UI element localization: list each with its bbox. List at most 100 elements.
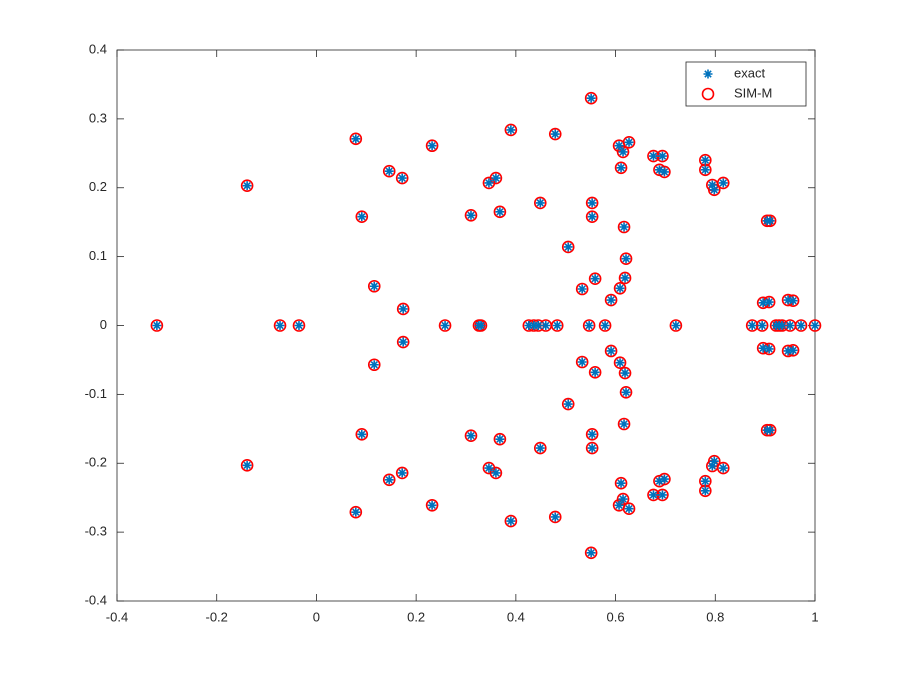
point <box>585 210 599 223</box>
point <box>618 147 628 157</box>
point <box>466 431 476 441</box>
asterisk-stroke <box>384 475 394 485</box>
asterisk-stroke <box>618 494 628 504</box>
point <box>648 151 658 161</box>
point <box>614 476 628 490</box>
point <box>598 319 612 332</box>
point <box>466 210 476 220</box>
asterisk-stroke <box>427 141 437 151</box>
y-tick-label: 0 <box>100 317 107 332</box>
asterisk-stroke <box>397 173 407 183</box>
point <box>548 127 562 141</box>
point <box>587 443 597 453</box>
asterisk-stroke <box>709 456 719 466</box>
asterisk-stroke <box>700 486 710 496</box>
point <box>427 141 437 151</box>
y-tick-label: -0.4 <box>85 592 107 607</box>
point <box>395 466 409 480</box>
point <box>275 321 285 330</box>
point <box>718 463 728 473</box>
asterisk-stroke <box>351 507 361 517</box>
point <box>585 441 599 455</box>
point <box>716 176 730 190</box>
point <box>396 335 410 349</box>
point <box>700 476 710 486</box>
asterisk-stroke <box>275 321 285 330</box>
asterisk-stroke <box>384 166 394 176</box>
asterisk-stroke <box>590 367 600 377</box>
x-tick-label: 0.4 <box>507 609 525 624</box>
legend-label: SIM-M <box>734 85 772 100</box>
asterisk-stroke <box>587 212 597 222</box>
point <box>613 356 627 369</box>
point <box>577 357 587 367</box>
asterisk-stroke <box>614 141 624 151</box>
point <box>586 93 596 103</box>
point <box>794 319 808 332</box>
point <box>796 321 806 330</box>
point <box>810 321 820 330</box>
point <box>619 419 629 429</box>
point <box>351 507 361 517</box>
asterisk-stroke <box>764 297 774 307</box>
point <box>616 163 626 173</box>
asterisk-stroke <box>783 346 793 356</box>
point <box>604 344 618 358</box>
asterisk-stroke <box>369 281 379 291</box>
point <box>550 319 564 332</box>
point <box>504 514 518 528</box>
point <box>590 367 600 377</box>
asterisk-stroke <box>619 222 629 232</box>
asterisk-stroke <box>397 468 407 478</box>
point <box>783 295 793 305</box>
point <box>707 461 717 471</box>
point <box>584 546 598 560</box>
asterisk-stroke <box>427 500 437 510</box>
asterisk-stroke <box>616 478 626 488</box>
point <box>606 295 616 305</box>
point <box>788 345 798 355</box>
point <box>438 319 452 332</box>
point <box>765 216 775 226</box>
asterisk-stroke <box>615 358 625 368</box>
point <box>396 302 410 316</box>
point <box>584 91 598 105</box>
asterisk-stroke <box>615 283 625 293</box>
asterisk-stroke <box>533 321 543 330</box>
point <box>648 490 658 500</box>
y-tick-label: 0.3 <box>89 110 107 125</box>
asterisk-stroke <box>788 345 798 355</box>
asterisk-stroke <box>700 476 710 486</box>
asterisk-stroke <box>621 254 631 264</box>
asterisk-stroke <box>552 321 562 330</box>
asterisk-stroke <box>785 321 795 330</box>
point <box>384 475 394 485</box>
point <box>618 271 632 285</box>
point <box>716 461 730 475</box>
point <box>621 387 631 397</box>
point <box>240 179 254 192</box>
point <box>294 321 304 330</box>
asterisk-stroke <box>758 298 768 308</box>
y-tick-label: 0.4 <box>89 41 107 56</box>
asterisk-stroke <box>654 476 664 486</box>
point <box>614 500 624 510</box>
asterisk-stroke <box>506 516 516 526</box>
asterisk-stroke <box>550 512 560 522</box>
asterisk-stroke <box>584 321 594 330</box>
asterisk-stroke <box>587 198 597 208</box>
asterisk-stroke <box>606 346 616 356</box>
point <box>240 459 254 472</box>
point <box>575 282 589 296</box>
point <box>606 346 616 356</box>
asterisk-stroke <box>659 474 669 484</box>
point <box>700 155 710 165</box>
point <box>619 386 633 399</box>
x-tick-label: 0.8 <box>706 609 724 624</box>
asterisk-stroke <box>577 357 587 367</box>
point <box>506 516 516 526</box>
asterisk-stroke <box>764 344 774 354</box>
point <box>357 429 367 439</box>
x-tick-label: -0.4 <box>106 609 128 624</box>
